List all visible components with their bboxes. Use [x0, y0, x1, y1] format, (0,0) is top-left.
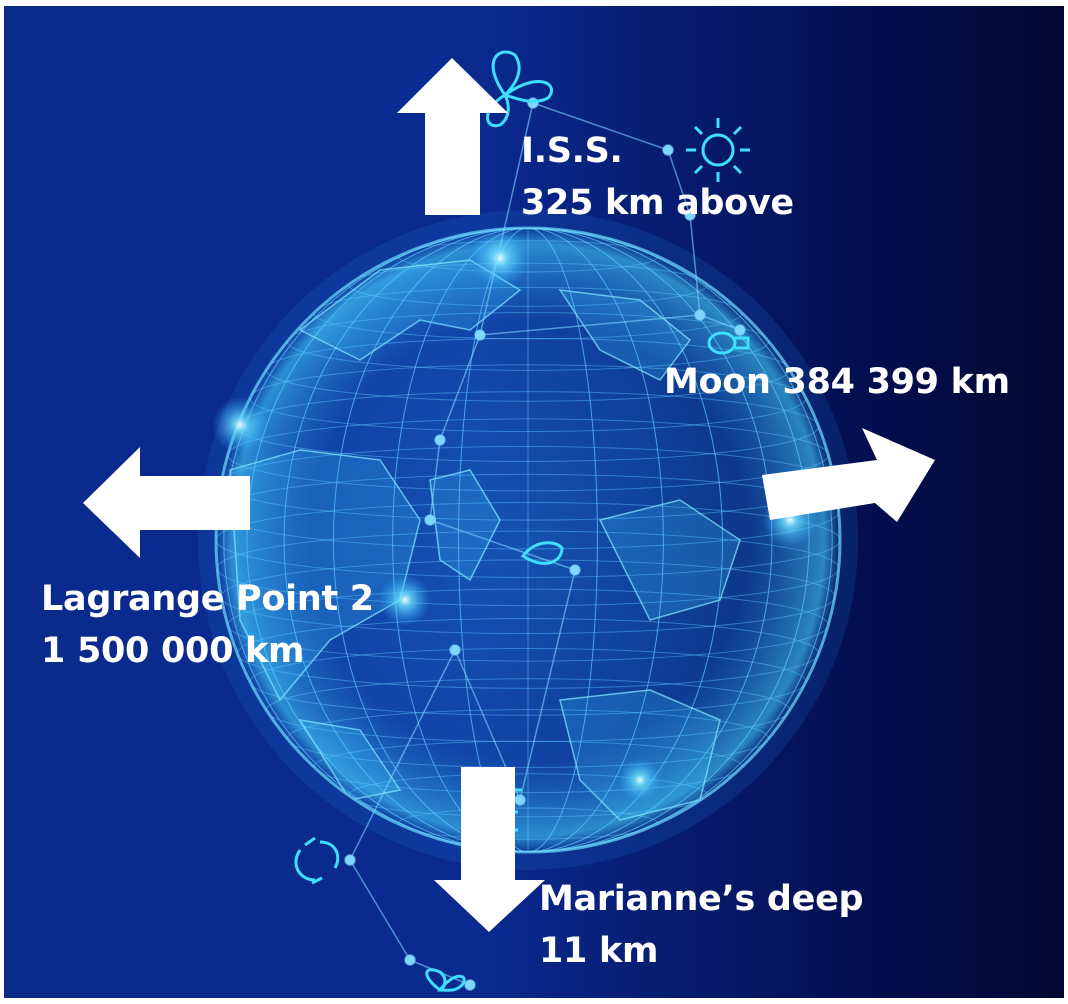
network-link — [349, 649, 456, 861]
network-node — [344, 854, 356, 866]
drop-icon — [520, 541, 564, 565]
marianne-label: Marianne’s deep 11 km — [539, 873, 864, 977]
lagrange-label-line1: Lagrange Point 2 — [41, 579, 374, 619]
longitude-line — [332, 228, 724, 852]
network-node — [684, 209, 696, 221]
marianne-label-line1: Marianne’s deep — [539, 879, 864, 919]
network-node — [449, 644, 461, 656]
network-node — [527, 97, 539, 109]
moon-label: Moon 384 399 km — [664, 356, 1010, 408]
continent-shape — [558, 289, 692, 381]
network-link — [667, 149, 691, 216]
network-node — [464, 979, 476, 991]
lightbulb-icon — [707, 331, 750, 355]
network-link — [689, 214, 701, 316]
network-node — [662, 144, 674, 156]
frame-left — [0, 0, 4, 1004]
globe — [198, 210, 858, 870]
latitude-line — [216, 502, 840, 578]
network-link — [519, 569, 576, 801]
iss-label: I.S.S. 325 km above — [521, 125, 794, 229]
network-link — [699, 314, 741, 331]
network-link — [479, 102, 534, 336]
recycle-icon — [294, 836, 340, 885]
network-node — [474, 329, 486, 341]
sun-icon — [686, 118, 750, 182]
iss-label-line1: I.S.S. — [521, 131, 623, 171]
network-link — [429, 439, 441, 521]
network-node — [404, 954, 416, 966]
frame-top — [0, 0, 1068, 6]
network-link — [479, 314, 701, 336]
network-link — [532, 102, 669, 151]
arrow-left — [83, 447, 250, 558]
lagrange-label: Lagrange Point 2 1 500 000 km — [41, 573, 374, 677]
marianne-label-line2: 11 km — [539, 931, 659, 971]
longitude-line — [392, 228, 664, 852]
frame-right — [1064, 0, 1068, 1004]
longitude-line — [223, 228, 833, 852]
network-node — [514, 794, 526, 806]
sprout-icon — [425, 968, 466, 992]
continent-shape — [298, 718, 402, 801]
network-node — [434, 434, 446, 446]
network-node — [734, 324, 746, 336]
continent-shape — [598, 499, 741, 621]
longitude-line — [458, 228, 598, 852]
continent-shape — [298, 259, 522, 361]
network-node — [694, 309, 706, 321]
continent-shape — [429, 469, 501, 582]
longitude-line — [332, 228, 724, 852]
longitude-line — [458, 228, 598, 852]
longitude-line — [223, 228, 833, 852]
frame-bottom — [0, 998, 1068, 1004]
arrow-right — [762, 428, 935, 522]
lagrange-label-line2: 1 500 000 km — [41, 631, 305, 671]
longitude-line — [392, 228, 664, 852]
arrow-down — [434, 767, 545, 932]
network-node — [424, 514, 436, 526]
iss-label-line2: 325 km above — [521, 183, 794, 223]
network-node — [569, 564, 581, 576]
moon-label-line1: Moon 384 399 km — [664, 362, 1010, 402]
network-link — [439, 334, 481, 441]
network-link — [349, 859, 411, 961]
arrow-up — [397, 58, 508, 215]
